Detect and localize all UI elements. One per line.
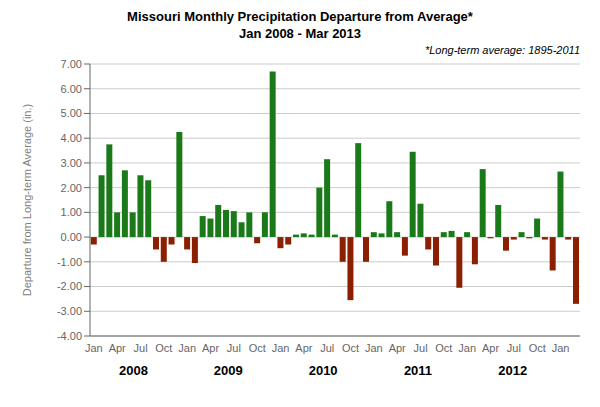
svg-text:-1.00: -1.00 bbox=[57, 256, 82, 268]
svg-text:Jul: Jul bbox=[320, 342, 334, 354]
svg-text:Apr: Apr bbox=[482, 342, 499, 354]
svg-text:2010: 2010 bbox=[309, 363, 338, 378]
svg-text:Apr: Apr bbox=[109, 342, 126, 354]
svg-text:Departure from Long-term Avera: Departure from Long-term Average (in.) bbox=[21, 104, 33, 296]
svg-text:Jul: Jul bbox=[414, 342, 428, 354]
html-text:Missouri Monthly Precipitation: Missouri Monthly Precipitation Departure… bbox=[127, 9, 473, 24]
svg-text:7.00: 7.00 bbox=[61, 58, 82, 70]
svg-text:Apr: Apr bbox=[202, 342, 219, 354]
svg-text:Oct: Oct bbox=[435, 342, 452, 354]
svg-text:Jul: Jul bbox=[227, 342, 241, 354]
svg-text:Jul: Jul bbox=[134, 342, 148, 354]
svg-text:2012: 2012 bbox=[498, 363, 527, 378]
svg-text:1.00: 1.00 bbox=[61, 206, 82, 218]
svg-text:Apr: Apr bbox=[389, 342, 406, 354]
svg-text:-3.00: -3.00 bbox=[57, 305, 82, 317]
svg-text:Jan: Jan bbox=[458, 342, 476, 354]
svg-text:5.00: 5.00 bbox=[61, 107, 82, 119]
svg-text:Oct: Oct bbox=[155, 342, 172, 354]
svg-text:Jan: Jan bbox=[272, 342, 290, 354]
svg-text:Jul: Jul bbox=[507, 342, 521, 354]
svg-text:4.00: 4.00 bbox=[61, 132, 82, 144]
html-text:Jan 2008 - Mar 2013: Jan 2008 - Mar 2013 bbox=[238, 26, 362, 41]
svg-text:Jan: Jan bbox=[178, 342, 196, 354]
svg-text:2.00: 2.00 bbox=[61, 182, 82, 194]
svg-text:Jan: Jan bbox=[365, 342, 383, 354]
svg-text:-4.00: -4.00 bbox=[57, 330, 82, 342]
html-text:*Long-term average: 1895-2011: *Long-term average: 1895-2011 bbox=[424, 44, 580, 56]
svg-text:3.00: 3.00 bbox=[61, 157, 82, 169]
svg-text:6.00: 6.00 bbox=[61, 83, 82, 95]
svg-text:Oct: Oct bbox=[529, 342, 546, 354]
svg-text:Jan: Jan bbox=[85, 342, 103, 354]
svg-text:2008: 2008 bbox=[119, 363, 148, 378]
svg-text:Oct: Oct bbox=[249, 342, 266, 354]
svg-text:Apr: Apr bbox=[295, 342, 312, 354]
svg-text:2011: 2011 bbox=[404, 363, 432, 378]
svg-text:Jan: Jan bbox=[552, 342, 570, 354]
svg-text:0.00: 0.00 bbox=[61, 231, 82, 243]
svg-text:Oct: Oct bbox=[342, 342, 359, 354]
svg-text:2009: 2009 bbox=[214, 363, 243, 378]
svg-text:-2.00: -2.00 bbox=[57, 280, 82, 292]
